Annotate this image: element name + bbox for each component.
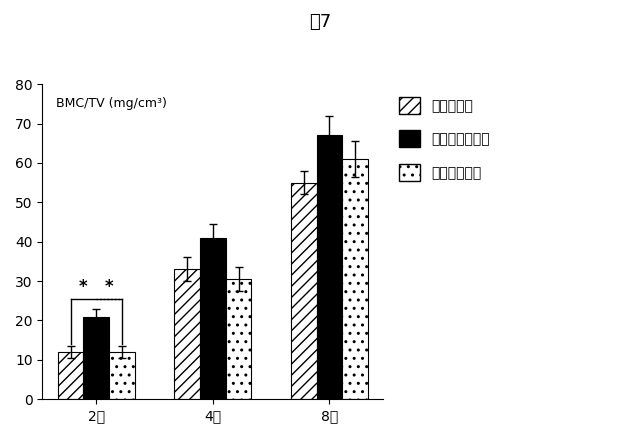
Bar	[342, 159, 368, 399]
Bar	[175, 269, 200, 399]
Text: 図7: 図7	[309, 13, 331, 31]
Bar	[317, 135, 342, 399]
Bar	[226, 279, 252, 399]
Bar	[58, 352, 83, 399]
Text: BMC/TV (mg/cm³): BMC/TV (mg/cm³)	[56, 97, 167, 110]
Bar	[83, 317, 109, 399]
Legend: 大穴面接地, メッシュ面接地, コントロール: 大穴面接地, メッシュ面接地, コントロール	[394, 91, 495, 187]
Bar	[109, 352, 135, 399]
Text: *: *	[105, 278, 113, 296]
Text: *: *	[79, 278, 88, 296]
Bar	[200, 238, 226, 399]
Bar	[291, 183, 317, 399]
